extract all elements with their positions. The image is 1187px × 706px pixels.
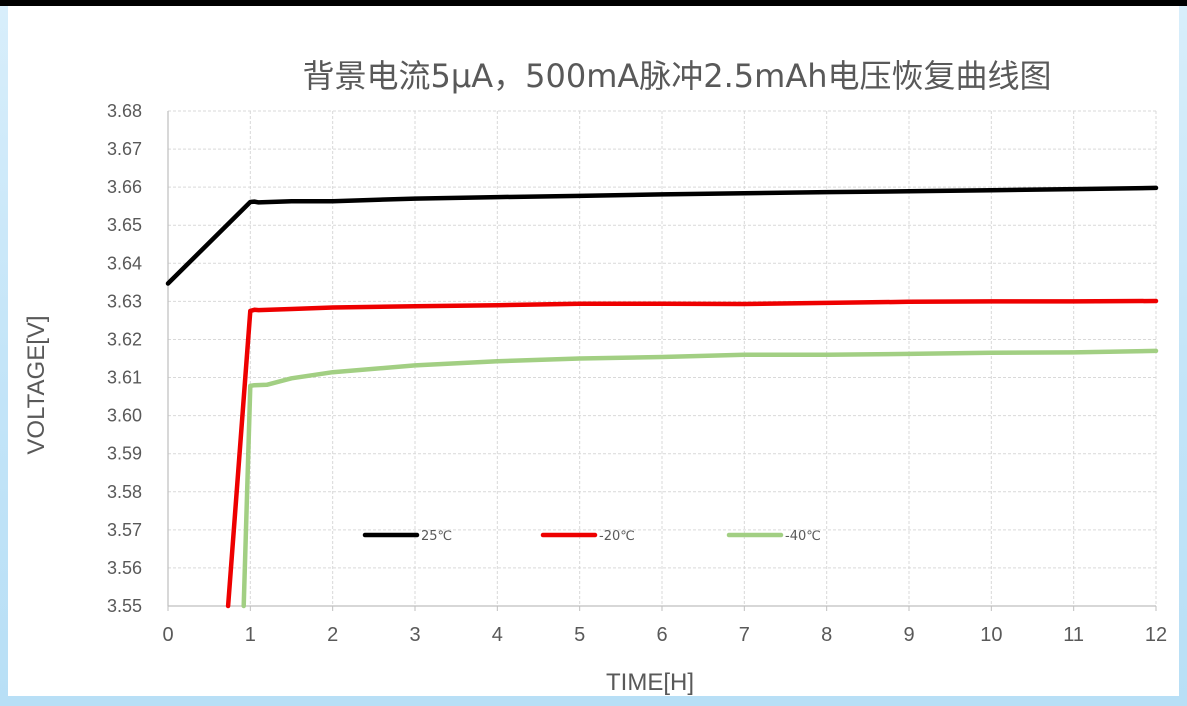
series-line-1 xyxy=(165,185,1159,286)
series-lines xyxy=(165,185,1159,609)
y-tick-label: 3.58 xyxy=(107,482,142,502)
x-tick-label: 12 xyxy=(1145,624,1167,646)
x-tick-label: 3 xyxy=(409,624,420,646)
chart-title: 背景电流5μA，500mA脉冲2.5mAh电压恢复曲线图 xyxy=(303,57,1052,95)
x-tick-label: 0 xyxy=(162,624,173,646)
x-tick-label: 9 xyxy=(903,624,914,646)
x-tick-label: 6 xyxy=(656,624,667,646)
legend-label: -40℃ xyxy=(785,529,821,544)
x-tick-label: 11 xyxy=(1063,624,1084,646)
y-tick-label: 3.66 xyxy=(107,177,142,197)
y-tick-label: 3.65 xyxy=(107,215,142,235)
y-tick-label: 3.57 xyxy=(107,520,142,540)
x-tick-label: 4 xyxy=(492,624,503,646)
x-tick-label: 10 xyxy=(980,624,1002,646)
y-tick-label: 3.55 xyxy=(107,596,142,616)
y-tick-label: 3.60 xyxy=(107,406,142,426)
x-tick-label: 7 xyxy=(739,624,750,646)
y-tick-labels: 3.55 3.56 3.57 3.58 3.59 3.60 3.61 3.62 3.63 3.64… xyxy=(107,101,142,616)
y-tick-label: 3.64 xyxy=(107,253,142,273)
legend-label: 25℃ xyxy=(421,529,452,544)
axes xyxy=(167,111,1157,611)
y-tick-label: 3.68 xyxy=(107,101,142,121)
x-tick-label: 1 xyxy=(245,624,256,646)
legend-label: -20℃ xyxy=(599,529,635,544)
x-tick-label: 5 xyxy=(574,624,585,646)
y-axis-label: VOLTAGE[V] xyxy=(23,315,50,454)
x-axis-label: TIME[H] xyxy=(606,669,694,696)
legend: 25℃ -20℃ -40℃ xyxy=(362,529,821,544)
series-line-3 xyxy=(241,348,1159,609)
series-line-2 xyxy=(225,298,1159,609)
y-tick-label: 3.62 xyxy=(107,329,142,349)
x-tick-label: 2 xyxy=(327,624,338,646)
x-tick-label: 8 xyxy=(821,624,832,646)
x-tick-labels: 0 1 2 3 4 5 6 7 8 9 10 11 12 xyxy=(162,624,1167,646)
y-tick-label: 3.59 xyxy=(107,444,142,464)
y-tick-label: 3.61 xyxy=(107,368,142,388)
y-tick-label: 3.56 xyxy=(107,558,142,578)
y-tick-label: 3.67 xyxy=(107,139,142,159)
y-tick-label: 3.63 xyxy=(107,291,142,311)
